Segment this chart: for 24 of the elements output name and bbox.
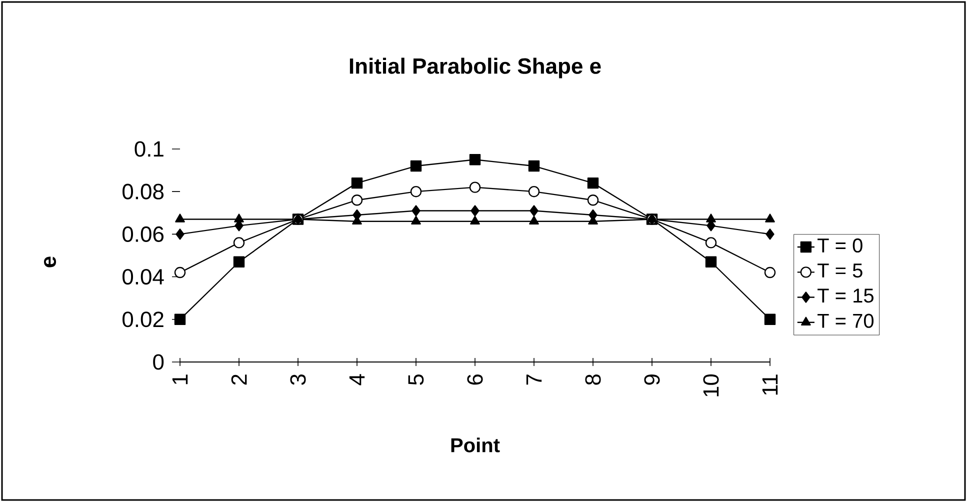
x-tick-label: 4 [349, 374, 365, 386]
x-tick-label: 3 [290, 374, 306, 385]
y-tick-label: 0.08 [122, 184, 164, 200]
chart-title: Initial Parabolic Shape e [350, 58, 601, 78]
y-tick-label: 0.06 [122, 226, 164, 242]
x-tick-label: 2 [231, 374, 247, 385]
x-axis-title: Point [451, 438, 500, 452]
legend-label: T = 15 [818, 288, 874, 303]
x-tick-label: 9 [644, 374, 660, 385]
x-tick-label: 6 [467, 374, 483, 385]
y-tick-label: 0.04 [122, 268, 164, 285]
y-tick-label: 0.02 [122, 312, 164, 328]
legend-label: T = 0 [818, 238, 862, 253]
legend-label: T = 5 [818, 264, 862, 278]
y-tick-label: 0.1 [134, 141, 164, 157]
y-axis-title: e [44, 256, 56, 268]
x-tick-label: 8 [585, 374, 601, 385]
x-tick-label: 5 [408, 374, 424, 385]
x-tick-label: 1 [172, 374, 188, 384]
x-tick-label: 7 [526, 374, 542, 385]
x-tick-label: 11 [762, 374, 778, 395]
y-tick-label: 0 [153, 354, 164, 370]
legend-label: T = 70 [818, 314, 874, 328]
x-tick-label: 10 [703, 374, 719, 396]
